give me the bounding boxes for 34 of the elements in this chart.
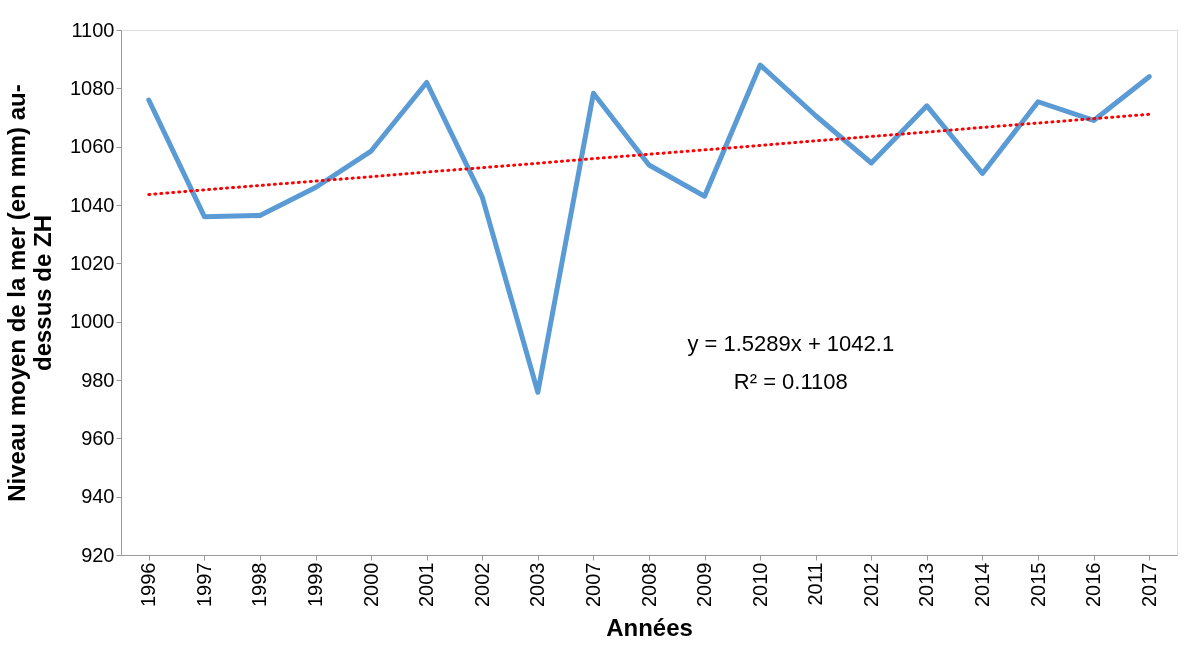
x-tick-label: 2013 [915,562,938,607]
y-axis-title: Niveau moyen de la mer (en mm) au-dessus de ZH [3,84,57,502]
x-tick-label: 2016 [1082,562,1105,607]
x-tick-label: 1999 [304,562,327,607]
x-tick-label: 2008 [637,562,660,607]
x-tick-label: 2010 [748,562,771,607]
x-tick-label: 2012 [859,562,882,607]
x-tick-label: 1997 [192,562,215,607]
x-tick-label: 2011 [804,562,827,606]
annotation: R² = 0.1108 [733,368,848,394]
annotation: y = 1.5289x + 1042.1 [687,330,895,356]
x-tick-label: 2003 [526,562,549,607]
y-tick-label: 1000 [70,310,115,333]
x-tick-label: 2007 [581,562,604,607]
x-tick-label: 2015 [1026,562,1049,607]
y-tick-label: 940 [81,485,115,508]
x-tick-label: 2014 [970,562,993,607]
x-tick-label: 2002 [470,562,493,607]
y-tick-label: 960 [81,426,115,449]
x-tick-label: 2001 [415,562,438,607]
y-tick-label: 1080 [70,76,115,99]
y-tick-label: 1060 [70,135,115,158]
y-tick-label: 1040 [70,193,115,216]
y-tick-label: 920 [81,543,115,566]
x-tick-label: 1996 [137,562,160,607]
y-tick-label: 980 [81,368,115,391]
line-series [147,112,1151,196]
x-tick-label: 2017 [1137,562,1160,607]
y-tick-label: 1100 [71,18,115,41]
x-tick-label: 2009 [693,562,716,607]
x-axis-title: Années [606,613,693,641]
x-tick-label: 1998 [248,562,271,607]
x-tick-label: 2000 [359,562,382,607]
y-tick-label: 1020 [70,251,115,274]
